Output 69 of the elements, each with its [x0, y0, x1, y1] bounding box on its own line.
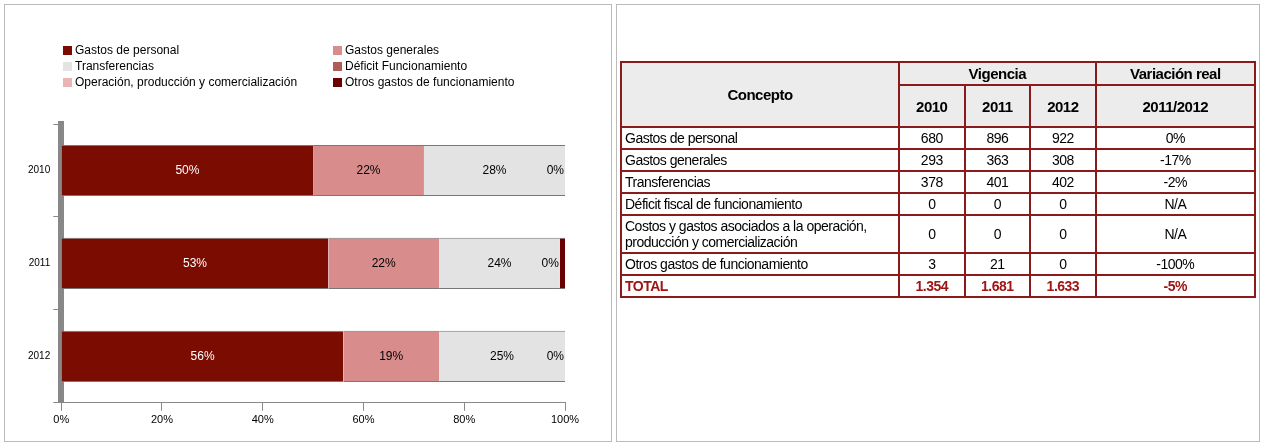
- data-label: 293: [899, 149, 965, 171]
- data-label: 28%: [482, 162, 507, 177]
- data-label: N/A: [1095, 193, 1255, 215]
- category-label: TOTAL: [621, 275, 899, 297]
- category-label: Gastos generales: [621, 149, 899, 171]
- legend-label: Operación, producción y comercialización: [74, 75, 299, 89]
- data-label: 401: [964, 171, 1031, 193]
- x-tick-label: 60%: [352, 413, 375, 426]
- data-label: 53%: [182, 255, 208, 270]
- data-label: 378: [899, 171, 965, 193]
- data-label: 680: [899, 127, 965, 149]
- y-tick-label: 2011: [28, 257, 51, 269]
- x-tick-label: 40%: [251, 413, 274, 426]
- data-label: 1.633: [1030, 275, 1096, 297]
- data-label: 0: [1030, 193, 1096, 215]
- text: 2012: [1030, 85, 1096, 127]
- text: 2011: [964, 85, 1031, 127]
- data-label: 22%: [371, 255, 396, 270]
- y-tick-label: 2010: [28, 164, 51, 176]
- data-label: 19%: [379, 348, 404, 363]
- data-label: -2%: [1095, 171, 1255, 193]
- legend-label: Otros gastos de funcionamiento: [344, 75, 516, 89]
- data-label: 0%: [546, 348, 565, 363]
- data-label: -17%: [1095, 149, 1255, 171]
- data-label: N/A: [1095, 215, 1255, 253]
- category-label: Costos y gastos asociados a la operación, producción y comercialización: [621, 215, 899, 253]
- data-label: 50%: [175, 162, 200, 177]
- data-label: 0: [899, 193, 965, 215]
- category-label: Otros gastos de funcionamiento: [621, 253, 899, 275]
- data-label: 1.354: [899, 275, 965, 297]
- text: Variación real: [1095, 62, 1255, 85]
- data-label: 922: [1030, 127, 1096, 149]
- legend-label: Gastos generales: [344, 43, 441, 57]
- data-label: 0: [1030, 215, 1096, 253]
- data-label: 0%: [546, 162, 565, 177]
- x-tick-label: 0%: [53, 413, 70, 426]
- x-tick-label: 20%: [150, 413, 174, 426]
- legend-label: Déficit Funcionamiento: [344, 59, 469, 73]
- data-label: 0: [1030, 253, 1096, 275]
- data-label: 0%: [541, 255, 560, 270]
- data-label: 3: [899, 253, 965, 275]
- x-tick-label: 80%: [453, 413, 476, 426]
- data-label: 402: [1030, 171, 1096, 193]
- text: 2010: [899, 85, 965, 127]
- x-tick-label: 100%: [550, 413, 580, 426]
- data-label: 308: [1030, 149, 1096, 171]
- category-label: Transferencias: [621, 171, 899, 193]
- text: 2011/2012: [1095, 85, 1255, 127]
- text: Concepto: [621, 62, 899, 127]
- data-label: -5%: [1095, 275, 1255, 297]
- legend-label: Transferencias: [74, 59, 155, 73]
- data-label: 0: [964, 215, 1031, 253]
- data-label: 22%: [356, 162, 381, 177]
- data-label: 0: [899, 215, 965, 253]
- data-label: 25%: [490, 348, 515, 363]
- data-label: 56%: [190, 348, 215, 363]
- data-label: 0: [964, 193, 1031, 215]
- data-label: 21: [964, 253, 1031, 275]
- data-label: 1.681: [964, 275, 1031, 297]
- y-tick-label: 2012: [28, 350, 51, 362]
- data-label: 896: [964, 127, 1031, 149]
- data-label: 363: [964, 149, 1031, 171]
- data-label: 24%: [487, 255, 512, 270]
- legend-label: Gastos de personal: [74, 43, 181, 57]
- category-label: Gastos de personal: [621, 127, 899, 149]
- data-label: -100%: [1095, 253, 1255, 275]
- category-label: Déficit fiscal de funcionamiento: [621, 193, 899, 215]
- text: Vigencia: [899, 62, 1096, 85]
- data-label: 0%: [1095, 127, 1255, 149]
